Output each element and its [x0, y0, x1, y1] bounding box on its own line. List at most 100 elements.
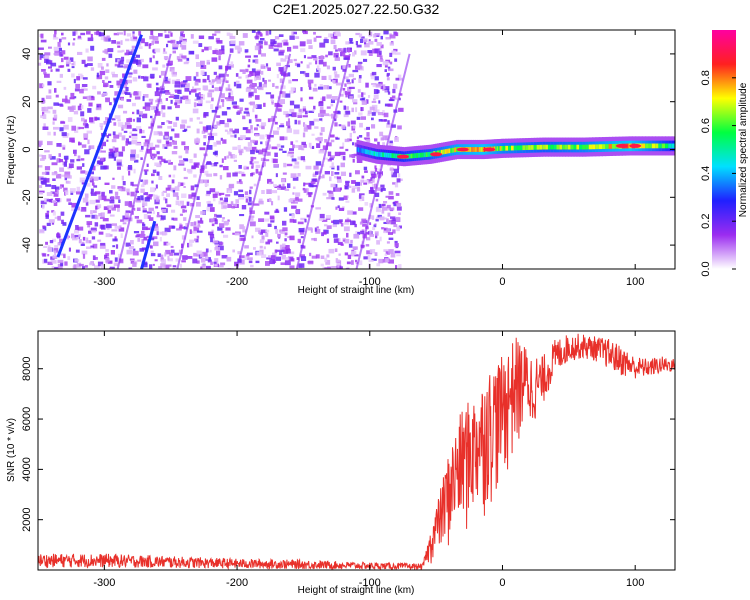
- heatmap-cell: [349, 38, 353, 42]
- heatmap-cell: [47, 81, 52, 86]
- heatmap-cell: [124, 201, 130, 206]
- heatmap-cell: [39, 192, 44, 195]
- heatmap-cell: [171, 209, 176, 213]
- heatmap-cell: [180, 205, 187, 209]
- heatmap-cell: [103, 198, 110, 202]
- heatmap-cell: [137, 259, 142, 262]
- heatmap-cell: [41, 155, 47, 160]
- heatmap-cell: [130, 49, 135, 52]
- heatmap-cell: [247, 252, 253, 255]
- heatmap-cell: [331, 166, 335, 170]
- heatmap-cell: [368, 181, 373, 184]
- heatmap-cell: [134, 216, 139, 219]
- heatmap-cell: [351, 260, 354, 265]
- heatmap-cell: [336, 165, 340, 171]
- heatmap-cell: [258, 49, 262, 55]
- heatmap-cell: [187, 256, 193, 259]
- heatmap-cell: [136, 219, 143, 224]
- heatmap-cell: [183, 226, 188, 230]
- heatmap-cell: [144, 179, 148, 185]
- heatmap-cell: [389, 140, 393, 144]
- heatmap-cell: [256, 124, 259, 127]
- heatmap-cell: [220, 93, 225, 99]
- heatmap-cell: [84, 265, 88, 268]
- heatmap-cell: [345, 219, 351, 223]
- heatmap-cell: [344, 238, 350, 244]
- heatmap-cell: [181, 260, 186, 263]
- heatmap-cell: [118, 199, 121, 203]
- heatmap-cell: [390, 219, 396, 225]
- heatmap-cell: [361, 92, 364, 97]
- heatmap-cell: [363, 58, 368, 62]
- heatmap-cell: [128, 165, 133, 170]
- heatmap-cell: [371, 117, 374, 121]
- heatmap-cell: [355, 261, 359, 265]
- heatmap-cell: [268, 44, 274, 49]
- heatmap-cell: [59, 185, 62, 189]
- heatmap-cell: [345, 148, 349, 152]
- heatmap-cell: [234, 134, 237, 138]
- heatmap-cell: [294, 161, 300, 165]
- heatmap-cell: [150, 187, 155, 193]
- heatmap-cell: [159, 231, 164, 235]
- heatmap-cell: [196, 117, 200, 120]
- heatmap-cell: [273, 48, 279, 52]
- heatmap-cell: [376, 64, 382, 68]
- heatmap-cell: [133, 69, 138, 74]
- heatmap-band-core: [547, 144, 552, 150]
- heatmap-cell: [42, 225, 46, 228]
- heatmap-cell: [376, 42, 382, 46]
- heatmap-cell: [328, 193, 334, 199]
- heatmap-cell: [280, 262, 286, 265]
- heatmap-cell: [109, 266, 115, 269]
- heatmap-cell: [306, 39, 312, 44]
- heatmap-cell: [100, 35, 106, 41]
- spectrogram-x-tick-label: -300: [93, 276, 115, 288]
- heatmap-cell: [264, 218, 270, 222]
- heatmap-cell: [216, 50, 222, 55]
- heatmap-cell: [74, 130, 79, 133]
- heatmap-cell: [101, 191, 105, 197]
- heatmap-cell: [391, 95, 396, 99]
- heatmap-cell: [203, 113, 207, 118]
- heatmap-cell: [139, 149, 144, 152]
- heatmap-cell: [39, 54, 45, 59]
- heatmap-cell: [122, 181, 126, 186]
- heatmap-cell: [326, 238, 330, 243]
- heatmap-cell: [293, 165, 300, 169]
- heatmap-cell: [84, 124, 89, 129]
- heatmap-cell: [301, 148, 305, 151]
- heatmap-cell: [153, 226, 159, 231]
- heatmap-cell: [57, 259, 64, 264]
- heatmap-cell: [371, 83, 377, 86]
- heatmap-cell: [198, 92, 201, 95]
- heatmap-cell: [222, 217, 225, 220]
- heatmap-cell: [89, 171, 94, 175]
- heatmap-cell: [206, 190, 211, 195]
- heatmap-cell: [289, 90, 295, 94]
- heatmap-cell: [351, 252, 355, 257]
- heatmap-cell: [348, 185, 352, 188]
- heatmap-cell: [112, 131, 116, 136]
- heatmap-cell: [203, 135, 207, 139]
- heatmap-cell: [151, 236, 158, 240]
- heatmap-cell: [123, 30, 126, 36]
- heatmap-cell: [48, 219, 55, 223]
- heatmap-cell: [343, 105, 346, 110]
- heatmap-cell: [303, 188, 307, 193]
- heatmap-cell: [361, 196, 365, 201]
- heatmap-cell: [373, 89, 379, 95]
- heatmap-cell: [301, 256, 307, 261]
- heatmap-cell: [330, 103, 334, 107]
- heatmap-cell: [330, 139, 335, 143]
- heatmap-cell: [213, 261, 217, 264]
- heatmap-band-core: [412, 153, 416, 159]
- heatmap-cell: [273, 184, 277, 187]
- heatmap-cell: [254, 76, 257, 81]
- heatmap-cell: [222, 102, 225, 107]
- heatmap-cell: [250, 264, 254, 268]
- heatmap-cell: [190, 222, 194, 227]
- heatmap-cell: [269, 30, 272, 35]
- heatmap-cell: [117, 50, 123, 53]
- heatmap-cell: [360, 50, 367, 56]
